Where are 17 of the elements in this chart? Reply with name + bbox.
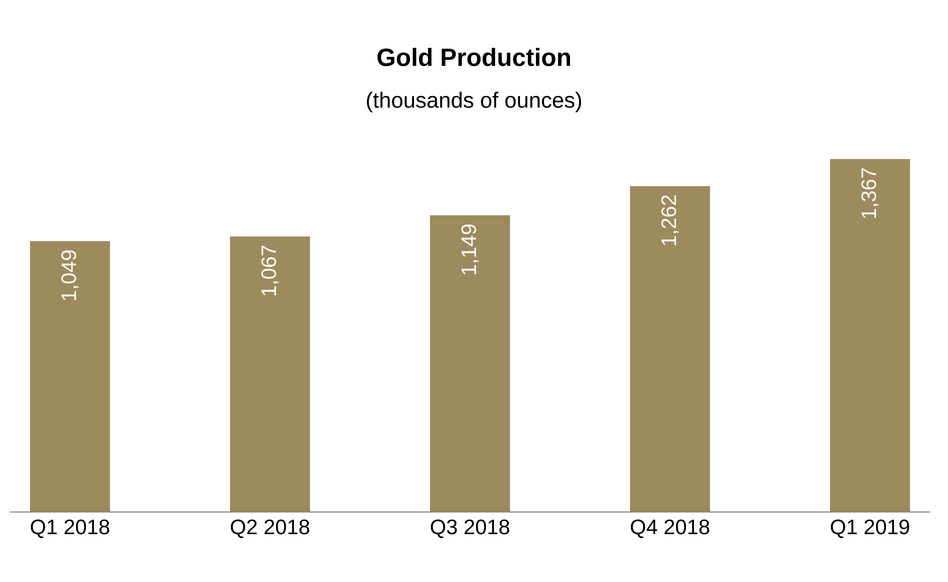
chart-subtitle: (thousands of ounces) — [366, 92, 582, 112]
bar — [430, 215, 510, 512]
x-tick-label: Q2 2018 — [230, 520, 310, 538]
x-tick-label: Q3 2018 — [430, 520, 510, 538]
data-label: 1,067 — [261, 246, 279, 296]
chart-title: Gold Production — [377, 48, 570, 66]
data-label: 1,367 — [861, 168, 879, 218]
data-label: 1,262 — [661, 195, 679, 246]
data-label: 1,049 — [61, 250, 79, 300]
data-label: 1,149 — [461, 224, 479, 274]
bar — [630, 186, 710, 512]
x-tick-label: Q1 2018 — [30, 520, 110, 538]
bar — [830, 158, 910, 512]
x-tick-label: Q4 2018 — [630, 520, 710, 538]
bar — [30, 241, 110, 512]
bar — [230, 236, 310, 512]
x-tick-label: Q1 2019 — [830, 520, 910, 538]
